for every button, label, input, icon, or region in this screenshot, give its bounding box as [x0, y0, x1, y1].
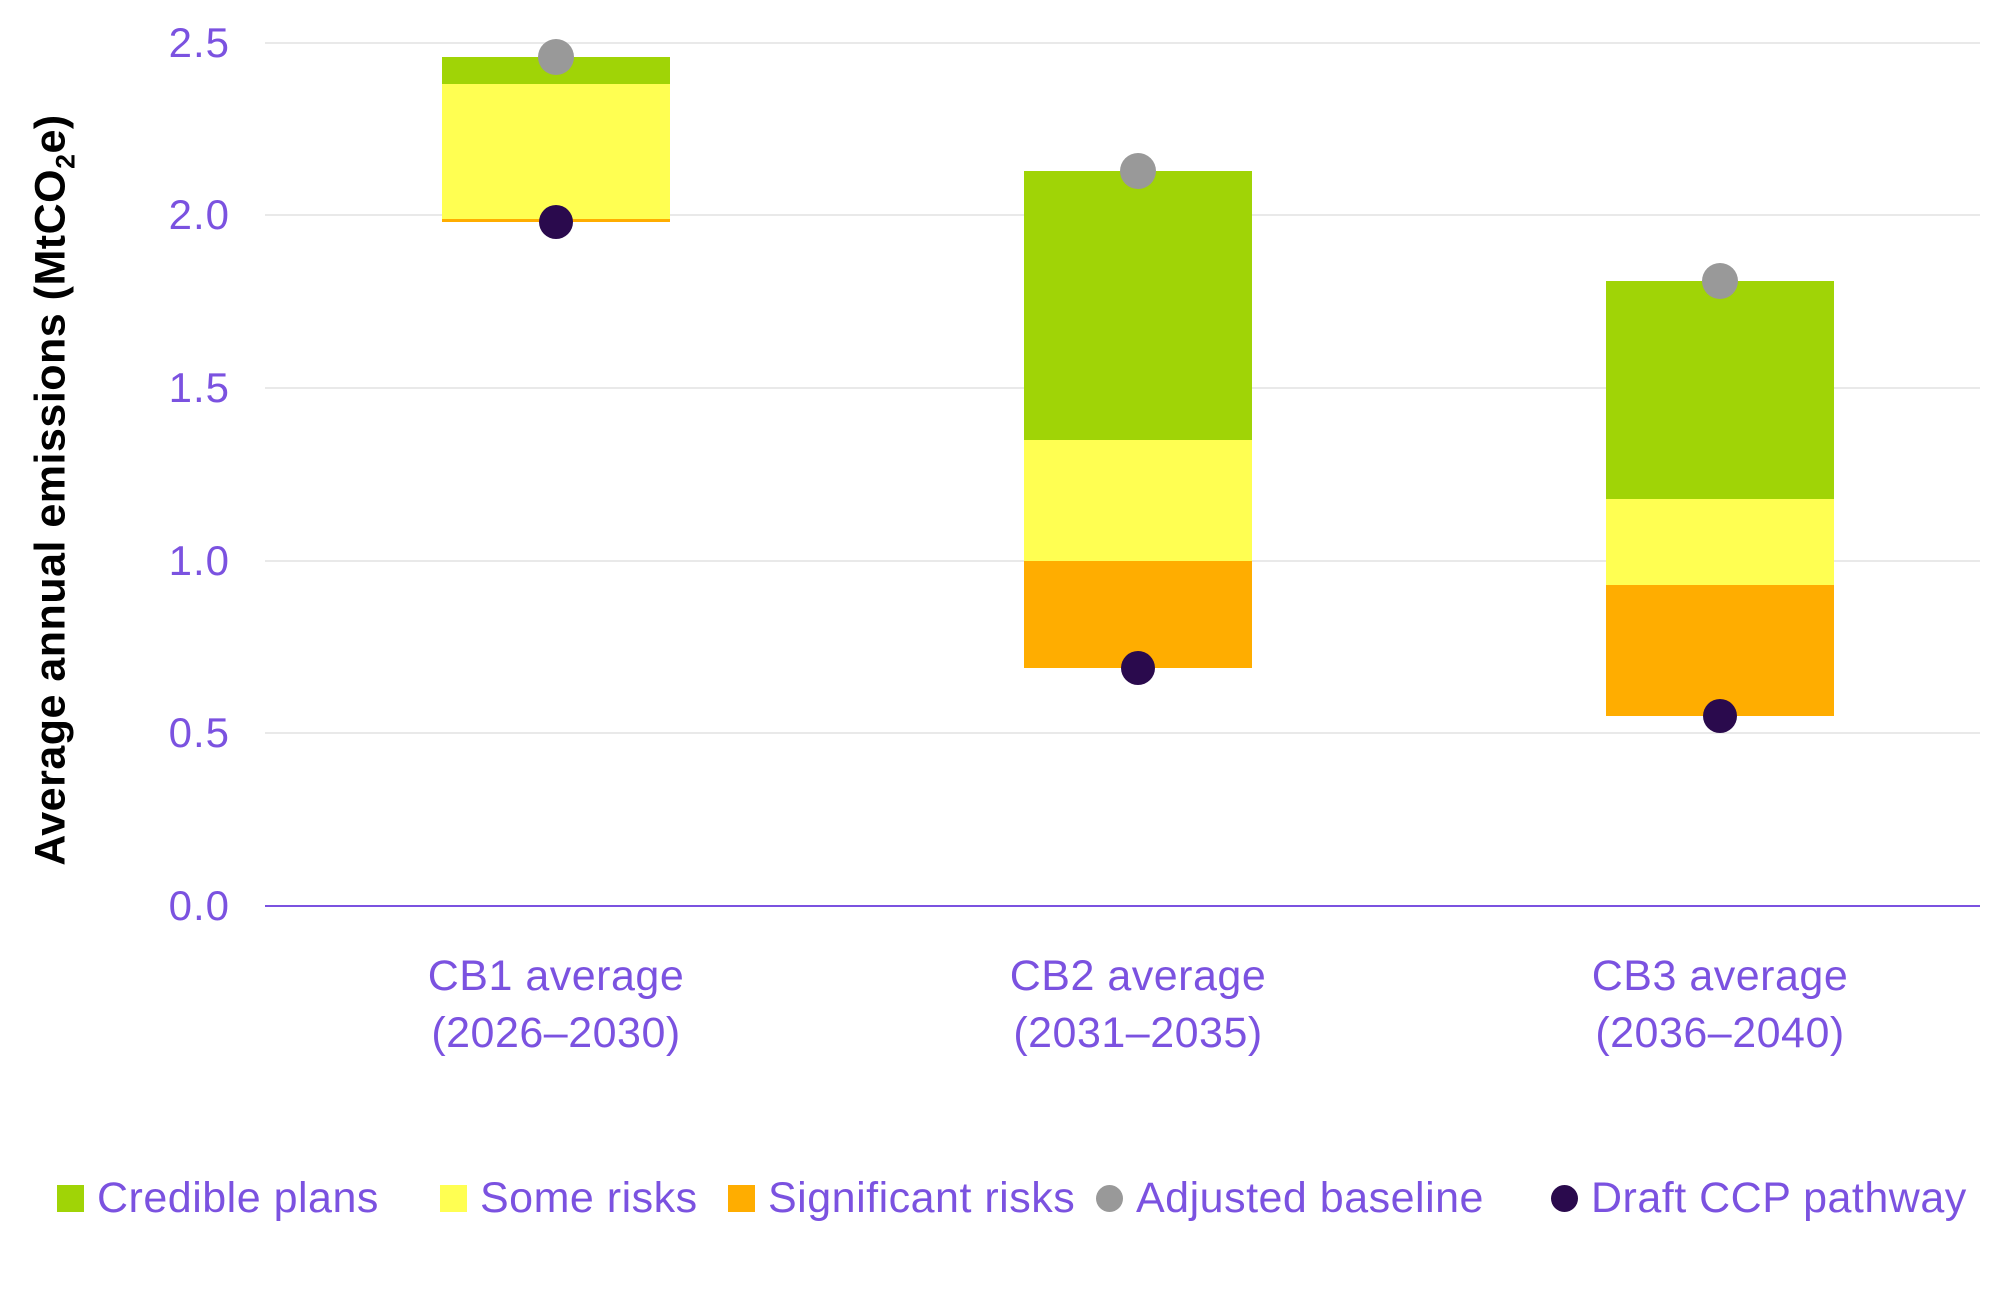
- y-tick-label-1.0: 1.0: [168, 536, 230, 584]
- legend-marker-adjusted-baseline: [1096, 1184, 1123, 1212]
- legend-label-significant-risks: Significant risks: [768, 1173, 1076, 1222]
- y-axis-title: Average annual emissions (MtCO2e): [27, 114, 82, 865]
- bar-cb2-credible-plans: [1024, 170, 1252, 440]
- y-axis-title-text: Average annual emissions (MtCO: [26, 168, 75, 866]
- point-cb3-adjusted-baseline: [1702, 263, 1738, 299]
- point-cb2-adjusted-baseline: [1120, 152, 1156, 189]
- x-category-label-line: CB1 average: [427, 952, 685, 1000]
- bar-cb3-credible-plans: [1606, 281, 1834, 499]
- x-category-label-cb1: CB1 average (2026–2030): [266, 948, 846, 1062]
- legend-item-significant-risks: Significant risks: [728, 1170, 1075, 1226]
- point-cb1-adjusted-baseline: [538, 38, 574, 75]
- x-category-label-line: CB2 average: [1009, 952, 1267, 1000]
- x-category-label-line: (2036–2040): [1595, 1009, 1845, 1057]
- x-category-label-line: (2026–2030): [431, 1009, 681, 1057]
- y-tick-label-0.0: 0.0: [168, 882, 230, 929]
- bar-cb3-some-risks: [1606, 498, 1834, 585]
- x-category-label-cb2: CB2 average (2031–2035): [848, 948, 1428, 1062]
- y-axis-title-subscript: 2: [50, 153, 81, 169]
- y-axis-title-text-end: e): [26, 114, 75, 154]
- legend-label-adjusted-baseline: Adjusted baseline: [1136, 1173, 1484, 1222]
- y-tick-label-2.0: 2.0: [168, 191, 230, 239]
- bar-cb2-some-risks: [1024, 439, 1252, 561]
- x-category-label-line: (2031–2035): [1013, 1009, 1263, 1057]
- legend-marker-draft-ccp-pathway: [1551, 1184, 1578, 1212]
- legend-item-some-risks: Some risks: [440, 1170, 698, 1226]
- legend-marker-credible-plans: [57, 1184, 84, 1212]
- gridline-2.5: [265, 41, 1980, 44]
- legend-label-some-risks: Some risks: [480, 1173, 698, 1222]
- y-tick-label-2.5: 2.5: [168, 18, 230, 66]
- legend-item-adjusted-baseline: Adjusted baseline: [1096, 1170, 1484, 1226]
- legend-marker-significant-risks: [728, 1184, 755, 1212]
- point-cb3-draft-ccp-pathway: [1703, 699, 1737, 734]
- legend-item-credible-plans: Credible plans: [57, 1170, 379, 1226]
- x-category-label-cb3: CB3 average (2036–2040): [1430, 948, 2010, 1062]
- y-tick-label-1.5: 1.5: [168, 364, 230, 412]
- legend-marker-some-risks: [440, 1184, 467, 1212]
- bar-cb3-significant-risks: [1606, 584, 1834, 717]
- legend-item-draft-ccp-pathway: Draft CCP pathway: [1551, 1170, 1967, 1226]
- legend-label-credible-plans: Credible plans: [97, 1173, 379, 1222]
- bar-cb2-significant-risks: [1024, 560, 1252, 668]
- legend-label-draft-ccp-pathway: Draft CCP pathway: [1591, 1173, 1967, 1222]
- y-tick-label-0.5: 0.5: [168, 709, 230, 757]
- x-axis-line: [265, 905, 1980, 907]
- point-cb2-draft-ccp-pathway: [1121, 650, 1155, 685]
- gridline-0.5: [265, 732, 1980, 735]
- point-cb1-draft-ccp-pathway: [539, 205, 573, 240]
- x-category-label-line: CB3 average: [1591, 952, 1849, 1000]
- bar-cb1-some-risks: [442, 84, 670, 219]
